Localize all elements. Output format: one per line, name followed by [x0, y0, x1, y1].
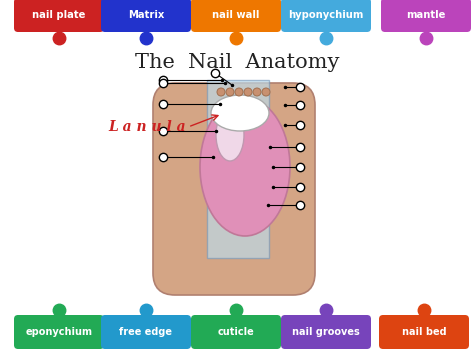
- Text: cuticle: cuticle: [218, 327, 255, 337]
- Text: L a n u l a: L a n u l a: [108, 120, 186, 134]
- Ellipse shape: [253, 88, 261, 96]
- Ellipse shape: [235, 88, 243, 96]
- FancyBboxPatch shape: [191, 315, 281, 349]
- FancyBboxPatch shape: [153, 83, 315, 295]
- FancyBboxPatch shape: [207, 80, 269, 258]
- Text: hyponychium: hyponychium: [288, 10, 364, 20]
- Text: nail wall: nail wall: [212, 10, 260, 20]
- FancyBboxPatch shape: [101, 315, 191, 349]
- Ellipse shape: [262, 88, 270, 96]
- FancyBboxPatch shape: [101, 0, 191, 32]
- Ellipse shape: [200, 98, 290, 236]
- FancyBboxPatch shape: [14, 0, 104, 32]
- Ellipse shape: [211, 95, 269, 131]
- Text: eponychium: eponychium: [26, 327, 92, 337]
- Ellipse shape: [217, 88, 225, 96]
- Text: free edge: free edge: [119, 327, 173, 337]
- FancyBboxPatch shape: [14, 315, 104, 349]
- Text: nail grooves: nail grooves: [292, 327, 360, 337]
- Text: mantle: mantle: [406, 10, 446, 20]
- FancyBboxPatch shape: [281, 0, 371, 32]
- Text: nail plate: nail plate: [32, 10, 86, 20]
- Ellipse shape: [244, 88, 252, 96]
- FancyBboxPatch shape: [191, 0, 281, 32]
- FancyBboxPatch shape: [281, 315, 371, 349]
- Ellipse shape: [216, 109, 244, 161]
- FancyBboxPatch shape: [381, 0, 471, 32]
- FancyBboxPatch shape: [379, 315, 469, 349]
- Text: nail bed: nail bed: [401, 327, 447, 337]
- Ellipse shape: [226, 88, 234, 96]
- Text: The  Nail  Anatomy: The Nail Anatomy: [135, 53, 339, 71]
- Text: Matrix: Matrix: [128, 10, 164, 20]
